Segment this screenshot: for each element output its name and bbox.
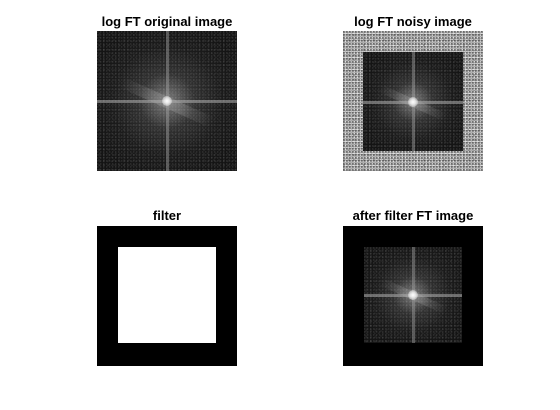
spectrum-area: [363, 52, 463, 151]
spectrum-dc-peak: [408, 96, 418, 107]
filtered-spectrum-image: [343, 226, 483, 366]
panel-title: filter: [152, 208, 182, 223]
noisy-spectrum-image: [343, 31, 483, 171]
panel-filter: filter: [97, 208, 237, 368]
filter-passband: [118, 247, 216, 343]
panel-after-filter-ft: after filter FT image: [343, 208, 483, 368]
filter-mask-image: [97, 226, 237, 366]
panel-log-ft-original: log FT original image: [97, 14, 237, 174]
spectrum-area: [97, 31, 237, 171]
panel-log-ft-noisy: log FT noisy image: [343, 14, 483, 174]
panel-title: log FT original image: [101, 14, 233, 29]
panel-title: log FT noisy image: [354, 14, 472, 29]
panel-title: after filter FT image: [352, 208, 474, 223]
spectrum-dc-peak: [162, 96, 172, 106]
spectrum-image: [97, 31, 237, 171]
spectrum-dc-peak: [408, 290, 418, 300]
spectrum-area: [364, 247, 462, 343]
